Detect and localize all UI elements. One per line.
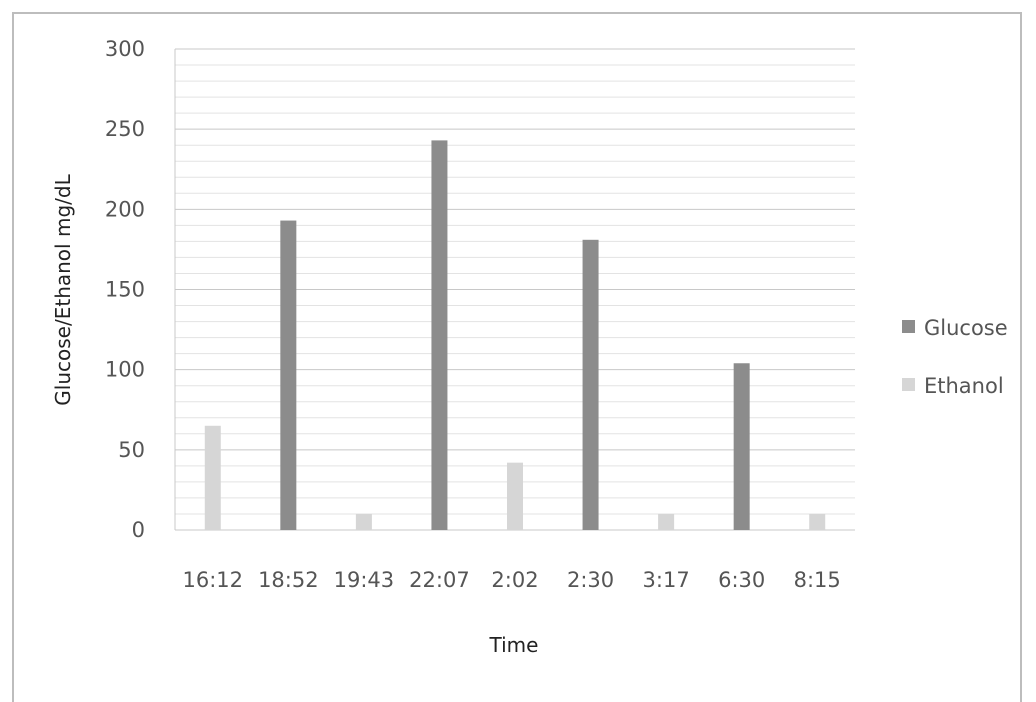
y-tick-label: 300 [105, 37, 145, 61]
y-tick-label: 50 [118, 438, 145, 462]
bar-glucose [582, 239, 599, 530]
y-tick-label: 150 [105, 278, 145, 302]
y-tick-labels: 0 50 100 150 200 250 300 [105, 37, 145, 542]
legend-label-glucose: Glucose [924, 316, 1008, 340]
x-tick-label: 8:15 [794, 568, 841, 592]
legend-label-ethanol: Ethanol [924, 374, 1004, 398]
bar-ethanol [355, 513, 372, 530]
bar-ethanol [658, 513, 675, 530]
y-axis-title: Glucose/Ethanol mg/dL [51, 173, 75, 405]
x-tick-label: 6:30 [718, 568, 765, 592]
x-tick-label: 2:02 [491, 568, 538, 592]
x-axis-title: Time [489, 633, 539, 657]
bar-ethanol [809, 513, 826, 530]
legend: Glucose Ethanol [902, 316, 1008, 398]
bar-glucose [280, 220, 297, 530]
bar-glucose [431, 140, 448, 530]
bars [204, 140, 826, 530]
legend-swatch-glucose [902, 320, 915, 333]
x-tick-label: 16:12 [183, 568, 244, 592]
x-tick-label: 2:30 [567, 568, 614, 592]
y-tick-label: 250 [105, 117, 145, 141]
x-tick-label: 3:17 [643, 568, 690, 592]
y-tick-label: 200 [105, 197, 145, 221]
x-tick-label: 19:43 [334, 568, 395, 592]
x-tick-labels: 16:12 18:52 19:43 22:07 2:02 2:30 3:17 6:30 8:15 [183, 568, 841, 592]
bar-ethanol [507, 462, 523, 530]
chart-frame [12, 12, 1022, 702]
y-tick-label: 100 [105, 358, 145, 382]
bar-glucose [733, 363, 750, 530]
bar-ethanol [204, 425, 221, 530]
y-tick-label: 0 [132, 518, 145, 542]
x-tick-label: 22:07 [409, 568, 470, 592]
x-tick-label: 18:52 [258, 568, 319, 592]
legend-swatch-ethanol [902, 378, 915, 391]
grid-lines [174, 48, 855, 531]
